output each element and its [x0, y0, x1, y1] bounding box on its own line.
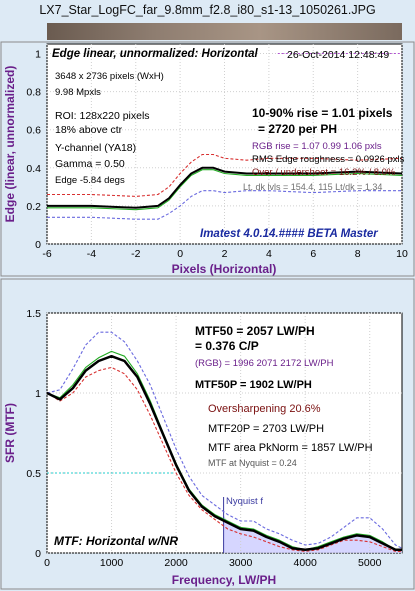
edge-series-line: [47, 169, 403, 211]
mtf-area: MTF area PkNorm = 1857 LW/PH: [208, 442, 373, 454]
nyquist-label: Nyquist f: [226, 496, 263, 507]
edge-xlabel: Pixels (Horizontal): [172, 262, 277, 276]
mtf50-cp: = 0.376 C/P: [195, 339, 259, 353]
edge-channel: Y-channel (YA18): [55, 142, 136, 154]
edge-ytick-label: 0: [35, 239, 41, 251]
edge-roi: ROI: 128x220 pixels: [55, 110, 150, 122]
edge-rise: 10-90% rise = 1.01 pixels: [252, 106, 393, 120]
edge-xtick-label: -6: [42, 248, 51, 260]
edge-overshoot: Over / undershoot = 16.2% / 8.0%: [252, 167, 396, 178]
edge-xtick-label: -4: [87, 248, 96, 260]
mtf50-rgb: (RGB) = 1996 2071 2172 LW/PH: [195, 358, 334, 369]
mtf-grid: [46, 312, 402, 554]
mtf20p-value: MTF20P = 2703 LW/PH: [208, 423, 324, 435]
edge-ytick-label: 1: [35, 49, 41, 61]
mtf-xtick-label: 1000: [100, 557, 124, 569]
mtf-ylabel: SFR (MTF): [3, 403, 17, 463]
edge-timestamp: 26-Oct-2014 12:48:49: [287, 49, 389, 61]
edge-series-line: [47, 153, 403, 197]
edge-ytick-label: 0.2: [26, 201, 41, 213]
mtf-ytick-label: 0.5: [26, 468, 41, 480]
image-crop-strip: [47, 23, 402, 40]
mtf-xtick-label: 5000: [358, 557, 382, 569]
mtf-series-line: [46, 350, 402, 551]
edge-series-group: [47, 52, 403, 220]
edge-above-ctr: 18% above ctr: [55, 124, 123, 136]
mtf50p-value: MTF50P = 1902 LW/PH: [195, 379, 312, 391]
mtf-xtick-label: 2000: [164, 557, 188, 569]
oversharpening: Oversharpening 20.6%: [208, 403, 321, 415]
edge-lt-dk: Lt, dk lvls = 154.4, 115 Lt/dk = 1.34: [243, 182, 382, 192]
edge-xtick-label: 4: [266, 248, 272, 260]
edge-xtick-label: 6: [310, 248, 316, 260]
file-title: LX7_Star_LogFC_far_9.8mm_f2.8_i80_s1-13_…: [39, 3, 376, 17]
mtf-xtick-label: 3000: [229, 557, 253, 569]
mtf-ytick-label: 1.5: [26, 308, 41, 320]
edge-header: Edge linear, unnormalized: Horizontal: [52, 48, 259, 60]
edge-per-ph: = 2720 per PH: [258, 122, 337, 136]
edge-grid: [46, 44, 403, 245]
nyquist-region: [223, 497, 402, 553]
mtf-series-line: [46, 354, 402, 552]
edge-roughness: RMS Edge roughness = 0.0926 pxls: [252, 154, 405, 165]
mtf-ytick-label: 0: [35, 548, 41, 560]
mtf-xlabel: Frequency, LW/PH: [172, 573, 276, 587]
edge-ytick-label: 0.4: [26, 163, 41, 175]
edge-ytick-label: 0.6: [26, 125, 41, 137]
mtf50-value: MTF50 = 2057 LW/PH: [195, 324, 315, 338]
edge-xtick-label: 0: [177, 248, 183, 260]
edge-ylabel: Edge (linear, unnormalized): [3, 66, 17, 223]
mtf-xtick-label: 4000: [294, 557, 318, 569]
edge-xtick-label: 2: [222, 248, 228, 260]
mtf-series-line: [46, 331, 403, 549]
edge-xtick-label: 8: [355, 248, 361, 260]
edge-mpxls: 9.98 Mpxls: [55, 87, 101, 98]
mtf-xtick-label: 0: [44, 557, 50, 569]
edge-tick-labels: -6 -4 -2 0 2 4 6 8 10 0 0.2 0.4 0.6 0.8 1: [26, 49, 408, 260]
nyquist-fill: [223, 514, 402, 553]
edge-xtick-label: 10: [396, 248, 408, 260]
edge-dims: 3648 x 2736 pixels (WxH): [55, 71, 164, 82]
mtf-ytick-label: 1: [35, 388, 41, 400]
edge-xtick-label: -2: [131, 248, 140, 260]
mtf-series-group: [46, 331, 403, 552]
mtf-series-line: [46, 366, 402, 552]
edge-ytick-label: 0.8: [26, 87, 41, 99]
edge-gamma: Gamma = 0.50: [55, 158, 125, 170]
edge-rgb-rise: RGB rise = 1.07 0.99 1.06 pxls: [252, 141, 382, 152]
edge-angle: Edge -5.84 degs: [55, 175, 125, 186]
edge-series-line: [47, 166, 403, 209]
mtf-footer: MTF: Horizontal w/NR: [54, 534, 178, 548]
mtf-plot-area: [46, 312, 403, 554]
mtf-at-nyquist: MTF at Nyquist = 0.24: [208, 458, 297, 468]
mtf-tick-labels: 0 1000 2000 3000 4000 5000 0 0.5 1 1.5: [26, 308, 381, 569]
edge-watermark: Imatest 4.0.14.#### BETA Master: [200, 228, 378, 240]
edge-series-line: [47, 190, 402, 220]
